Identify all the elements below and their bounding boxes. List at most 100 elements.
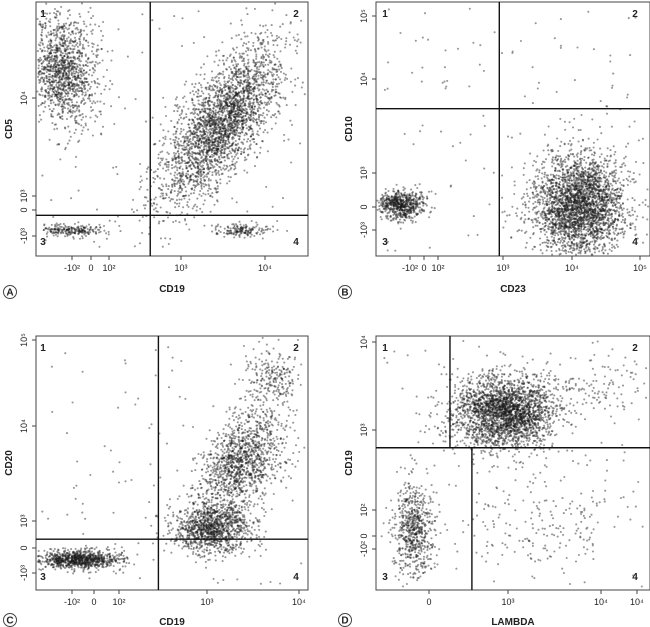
scatter-point (83, 22, 86, 26)
scatter-point (42, 67, 45, 70)
scatter-point (256, 231, 259, 234)
scatter-point (47, 78, 50, 81)
scatter-point (58, 69, 61, 72)
scatter-point (81, 129, 84, 132)
scatter-point (56, 73, 59, 76)
scatter-point (175, 130, 178, 133)
scatter-point (65, 72, 68, 75)
scatter-point (240, 38, 243, 41)
scatter-point (61, 111, 64, 114)
scatter-point (187, 144, 190, 147)
scatter-point (211, 134, 214, 137)
scatter-point (62, 24, 65, 27)
scatter-point (62, 100, 65, 103)
scatter-point (180, 130, 183, 133)
scatter-point (197, 136, 200, 139)
scatter-point (263, 116, 266, 119)
scatter-point (54, 34, 57, 37)
scatter-point (251, 228, 254, 231)
scatter-point (226, 143, 229, 146)
scatter-point (130, 208, 134, 211)
scatter-point (78, 231, 81, 234)
scatter-point (220, 168, 223, 171)
scatter-point (47, 56, 50, 59)
scatter-point (62, 73, 65, 76)
scatter-point (233, 226, 236, 229)
scatter-point (200, 185, 203, 188)
scatter-point (225, 164, 228, 167)
scatter-point (44, 94, 47, 97)
scatter-point (37, 58, 41, 61)
scatter-point (55, 74, 58, 77)
scatter-point (399, 221, 403, 224)
scatter-point (59, 37, 63, 40)
scatter-point (232, 232, 235, 235)
population-q3 (42, 221, 122, 240)
scatter-point (272, 230, 275, 233)
scatter-point (240, 23, 244, 26)
scatter-point (297, 38, 300, 41)
scatter-point (218, 113, 221, 116)
scatter-point (258, 93, 261, 96)
scatter-point (188, 154, 191, 157)
scatter-point (67, 77, 70, 80)
scatter-point (267, 41, 270, 44)
scatter-point (402, 211, 406, 215)
scatter-point (111, 49, 114, 52)
scatter-point (49, 65, 52, 68)
scatter-point (181, 175, 184, 178)
scatter-point (219, 130, 222, 133)
scatter-point (39, 69, 42, 73)
scatter-point (55, 16, 58, 19)
scatter-point (221, 120, 224, 123)
scatter-point (80, 67, 83, 70)
scatter-point (255, 55, 258, 58)
scatter-point (55, 65, 58, 68)
scatter-point (269, 31, 273, 35)
scatter-point (50, 199, 53, 202)
scatter-point (49, 83, 53, 86)
scatter-point (237, 73, 240, 76)
scatter-point (58, 36, 61, 39)
scatter-point (61, 63, 64, 66)
scatter-point (81, 72, 85, 75)
scatter-point (210, 111, 213, 114)
scatter-point (141, 13, 144, 16)
scatter-point (77, 51, 80, 54)
scatter-point (74, 92, 78, 95)
scatter-point (85, 93, 88, 96)
scatter-point (57, 223, 61, 226)
scatter-point (206, 121, 209, 124)
scatter-point (116, 173, 119, 176)
scatter-point (173, 110, 176, 113)
scatter-point (243, 156, 247, 159)
scatter-point (228, 164, 231, 167)
scatter-point (247, 40, 250, 44)
scatter-point (76, 28, 79, 31)
scatter-point (232, 126, 235, 129)
scatter-point (78, 77, 81, 80)
scatter-point (224, 124, 227, 127)
scatter-point (66, 52, 69, 55)
scatter-point (275, 116, 278, 119)
scatter-point (56, 46, 59, 49)
scatter-point (188, 157, 191, 160)
scatter-point (46, 63, 49, 66)
scatter-point (67, 83, 70, 86)
scatter-point (245, 67, 248, 70)
scatter-point (194, 136, 197, 139)
scatter-point (68, 27, 71, 30)
scatter-point (61, 39, 64, 42)
scatter-point (71, 68, 74, 71)
scatter-point (76, 105, 79, 108)
scatter-point (199, 175, 202, 178)
scatter-point (63, 34, 66, 37)
scatter-point (192, 143, 195, 146)
scatter-point (203, 73, 206, 76)
scatter-point (69, 87, 72, 90)
scatter-point (71, 62, 74, 65)
scatter-point (203, 142, 206, 145)
scatter-point (231, 84, 234, 87)
scatter-point (50, 85, 54, 88)
